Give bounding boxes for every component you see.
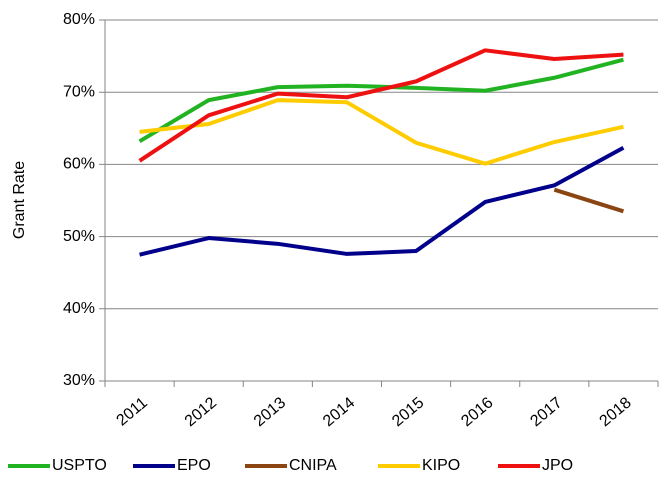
legend-label: EPO: [177, 457, 211, 474]
legend-label: JPO: [542, 457, 573, 474]
line-series: [138, 57, 624, 144]
x-tick-label: 2014: [320, 394, 358, 430]
y-tick-label: 70%: [63, 83, 95, 100]
line-series: [138, 48, 624, 163]
y-tick-label: 60%: [63, 156, 95, 173]
y-tick-label: 30%: [63, 372, 95, 389]
y-axis-label: Grant Rate: [11, 161, 28, 239]
legend-label: KIPO: [422, 457, 460, 474]
x-tick-label: 2016: [458, 394, 496, 430]
line-series: [139, 98, 624, 166]
x-tick-label: 2018: [597, 394, 635, 430]
y-tick-label: 50%: [63, 228, 95, 245]
x-tick-label: 2011: [114, 394, 151, 429]
legend-label: CNIPA: [289, 457, 337, 474]
x-tick-label: 2015: [389, 394, 427, 430]
legend-label: USPTO: [52, 457, 107, 474]
line-series: [139, 146, 625, 257]
line-series: [553, 187, 625, 214]
x-tick-label: 2017: [527, 394, 565, 430]
y-tick-label: 40%: [63, 300, 95, 317]
x-tick-label: 2013: [251, 394, 289, 430]
x-tick-label: 2012: [182, 394, 220, 430]
y-tick-label: 80%: [63, 11, 95, 28]
